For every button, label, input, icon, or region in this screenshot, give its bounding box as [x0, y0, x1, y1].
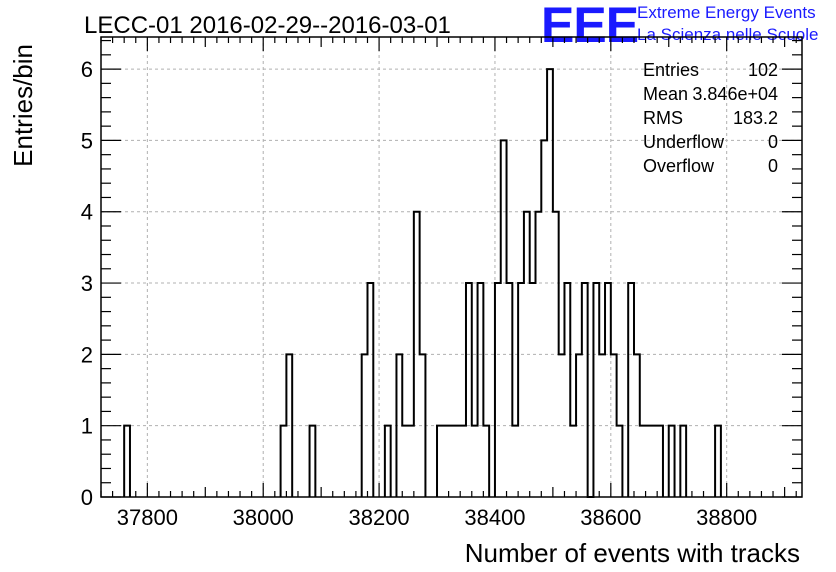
eee-logo: EEE Extreme Energy Events La Scienza nel…: [541, 0, 818, 53]
stats-row: Overflow 0: [643, 156, 778, 176]
stats-label: Underflow: [643, 132, 725, 152]
stats-row: Mean 3.846e+04: [643, 84, 778, 104]
y-tick-label: 4: [81, 200, 93, 225]
stats-label: Overflow: [643, 156, 715, 176]
x-tick-labels: 37800 38000 38200 38400 38600 38800: [117, 505, 758, 530]
x-tick-label: 38200: [348, 505, 409, 530]
y-tick-label: 3: [81, 271, 93, 296]
eee-logo-line2: La Scienza nelle Scuole: [637, 25, 818, 44]
stats-value: 3.846e+04: [692, 84, 778, 104]
y-tick-label: 0: [81, 485, 93, 510]
x-tick-label: 38000: [233, 505, 294, 530]
chart-title: LECC-01 2016-02-29--2016-03-01: [84, 12, 451, 39]
eee-logo-mark: EEE: [541, 0, 638, 53]
stats-label: Entries: [643, 60, 699, 80]
stats-value: 102: [748, 60, 778, 80]
y-tick-label: 5: [81, 128, 93, 153]
y-axis-label: Entries/bin: [8, 44, 38, 167]
stats-label: Mean: [643, 84, 688, 104]
stats-value: 0: [768, 156, 778, 176]
y-tick-labels: 0 1 2 3 4 5 6: [81, 57, 93, 510]
axis-ticks: [100, 37, 802, 498]
plot-frame: [100, 36, 803, 498]
y-tick-label: 1: [81, 414, 93, 439]
eee-logo-line1: Extreme Energy Events: [637, 3, 816, 22]
stats-row: RMS 183.2: [643, 108, 778, 128]
stats-value: 183.2: [733, 108, 778, 128]
stats-label: RMS: [643, 108, 683, 128]
y-tick-label: 2: [81, 342, 93, 367]
stats-box: Entries 102 Mean 3.846e+04 RMS 183.2 Underflow…: [643, 60, 778, 176]
grid-lines: [101, 37, 802, 497]
stats-row: Underflow 0: [643, 132, 778, 152]
x-tick-label: 38800: [696, 505, 757, 530]
stats-row: Entries 102: [643, 60, 778, 80]
y-tick-label: 6: [81, 57, 93, 82]
x-tick-label: 38600: [580, 505, 641, 530]
stats-value: 0: [768, 132, 778, 152]
x-tick-label: 37800: [117, 505, 178, 530]
x-axis-label: Number of events with tracks: [465, 538, 800, 568]
histogram-outline: [123, 68, 722, 498]
x-tick-label: 38400: [464, 505, 525, 530]
